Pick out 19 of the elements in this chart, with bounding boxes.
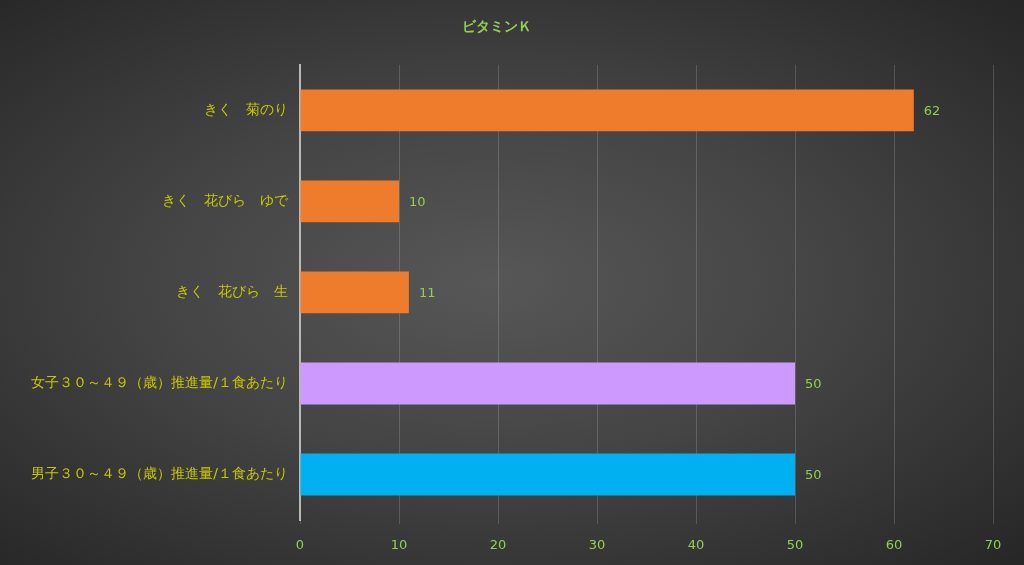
y-tick-label: きく 花びら 生 (176, 283, 288, 300)
x-tick-label: 40 (687, 537, 705, 553)
y-tick-label: 男子３０～４９（歳）推進量/１食あたり (31, 465, 288, 482)
x-tick-label: 30 (588, 537, 606, 553)
data-label: 11 (418, 284, 436, 300)
data-label: 62 (923, 102, 941, 118)
x-tick-label: 60 (885, 537, 903, 553)
chart-title: ビタミンＫ (461, 18, 532, 35)
y-tick-label: きく 花びら ゆで (162, 192, 289, 208)
y-tick-label: きく 菊のり (204, 100, 288, 117)
y-tick-label: 女子３０～４９（歳）推進量/１食あたり (31, 374, 288, 391)
data-label: 50 (805, 375, 822, 391)
x-tick-label: 10 (390, 537, 408, 553)
x-tick-label: 20 (489, 537, 507, 553)
x-tick-label: 70 (984, 537, 1002, 553)
data-label: 50 (805, 466, 822, 482)
x-tick-label: 50 (786, 537, 804, 553)
x-tick-label: 0 (295, 537, 305, 553)
data-label: 10 (409, 193, 426, 209)
